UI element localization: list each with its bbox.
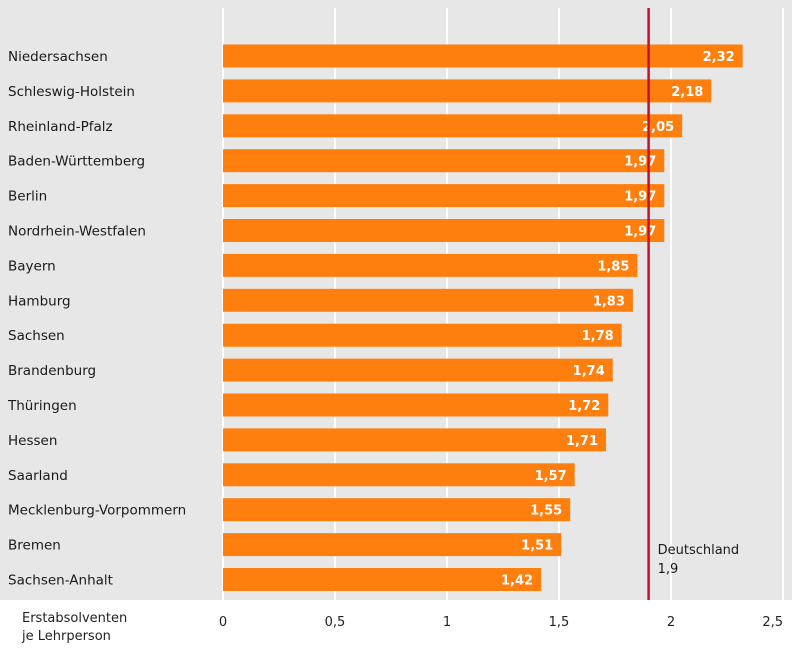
value-label: 1,74 <box>573 364 605 379</box>
bar <box>223 219 665 242</box>
value-label: 1,78 <box>582 329 614 344</box>
x-tick-label: 0,5 <box>325 615 346 630</box>
category-label: Sachsen-Anhalt <box>8 573 113 589</box>
bar <box>223 498 571 522</box>
value-label: 1,71 <box>566 434 598 449</box>
category-label: Bremen <box>8 538 61 554</box>
category-label: Niedersachsen <box>8 49 108 65</box>
x-axis-caption-line-1: Erstabsolventen <box>22 611 128 626</box>
bar <box>223 253 638 277</box>
x-tick-label: 1 <box>443 615 451 630</box>
x-tick-label: 1,5 <box>549 615 570 630</box>
category-label: Sachsen <box>8 328 65 344</box>
value-label: 1,97 <box>624 190 656 205</box>
category-label: Rheinland-Pfalz <box>8 119 113 135</box>
bar <box>223 288 633 312</box>
value-label: 1,85 <box>597 259 629 274</box>
value-label: 1,72 <box>568 399 600 414</box>
bar <box>223 79 712 103</box>
value-label: 2,32 <box>703 50 735 65</box>
bar <box>223 323 622 347</box>
value-label: 1,97 <box>624 225 656 240</box>
category-label: Schleswig-Holstein <box>8 84 135 100</box>
category-label: Brandenburg <box>8 363 96 379</box>
bar <box>223 149 665 173</box>
x-axis-caption: Erstabsolventen je Lehrperson <box>22 610 127 646</box>
value-label: 1,83 <box>593 294 625 309</box>
x-tick-label: 0 <box>219 615 227 630</box>
x-tick-label: 2,5 <box>762 615 783 630</box>
reference-label: 1,9 <box>658 562 679 577</box>
bar <box>223 463 575 487</box>
value-label: 1,97 <box>624 155 656 170</box>
category-label: Thüringen <box>7 398 77 414</box>
bar <box>223 44 743 68</box>
value-label: 1,42 <box>501 574 533 589</box>
bar <box>223 568 542 591</box>
bar <box>223 114 683 138</box>
bar <box>223 184 665 208</box>
category-label: Baden-Württemberg <box>8 154 145 170</box>
value-label: 1,55 <box>530 504 562 519</box>
value-label: 2,05 <box>642 120 674 135</box>
x-axis-caption-line-2: je Lehrperson <box>22 629 111 644</box>
category-label: Hamburg <box>8 293 71 309</box>
bar <box>223 533 562 557</box>
category-label: Hessen <box>8 433 57 449</box>
x-tick-label: 2 <box>667 615 675 630</box>
category-label: Mecklenburg-Vorpommern <box>8 503 186 519</box>
reference-label: Deutschland <box>658 543 740 558</box>
value-label: 2,18 <box>671 85 703 100</box>
category-label: Nordrhein-Westfalen <box>8 224 146 240</box>
category-label: Saarland <box>8 468 68 484</box>
category-label: Bayern <box>8 258 56 274</box>
bar <box>223 358 613 382</box>
value-label: 1,57 <box>535 469 567 484</box>
value-label: 1,51 <box>521 539 553 554</box>
bar <box>223 428 607 452</box>
category-label: Berlin <box>8 189 47 205</box>
bar <box>223 393 609 417</box>
